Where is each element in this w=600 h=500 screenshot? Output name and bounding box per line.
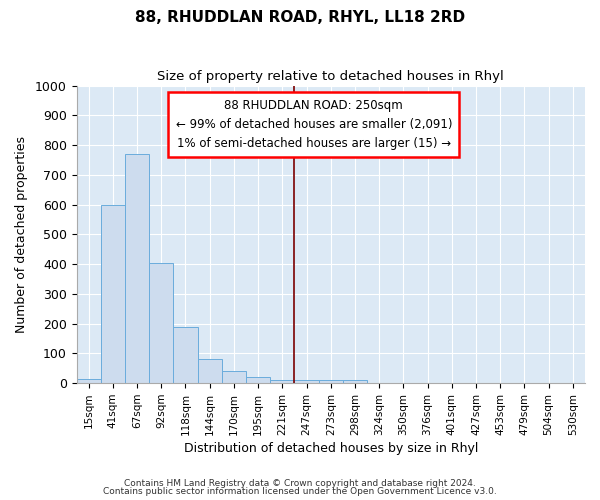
Title: Size of property relative to detached houses in Rhyl: Size of property relative to detached ho… <box>157 70 504 83</box>
Bar <box>246 378 270 383</box>
Text: Contains HM Land Registry data © Crown copyright and database right 2024.: Contains HM Land Registry data © Crown c… <box>124 478 476 488</box>
Bar <box>343 380 367 383</box>
Bar <box>222 372 246 383</box>
Bar <box>197 360 222 383</box>
Bar <box>125 154 149 383</box>
Bar <box>295 380 319 383</box>
Bar <box>77 378 101 383</box>
Y-axis label: Number of detached properties: Number of detached properties <box>15 136 28 333</box>
Text: 88 RHUDDLAN ROAD: 250sqm
← 99% of detached houses are smaller (2,091)
1% of semi: 88 RHUDDLAN ROAD: 250sqm ← 99% of detach… <box>176 99 452 150</box>
Bar <box>319 380 343 383</box>
Text: Contains public sector information licensed under the Open Government Licence v3: Contains public sector information licen… <box>103 487 497 496</box>
Bar <box>270 380 295 383</box>
Text: 88, RHUDDLAN ROAD, RHYL, LL18 2RD: 88, RHUDDLAN ROAD, RHYL, LL18 2RD <box>135 10 465 25</box>
Bar <box>149 262 173 383</box>
Bar <box>101 204 125 383</box>
Bar <box>173 326 197 383</box>
X-axis label: Distribution of detached houses by size in Rhyl: Distribution of detached houses by size … <box>184 442 478 455</box>
